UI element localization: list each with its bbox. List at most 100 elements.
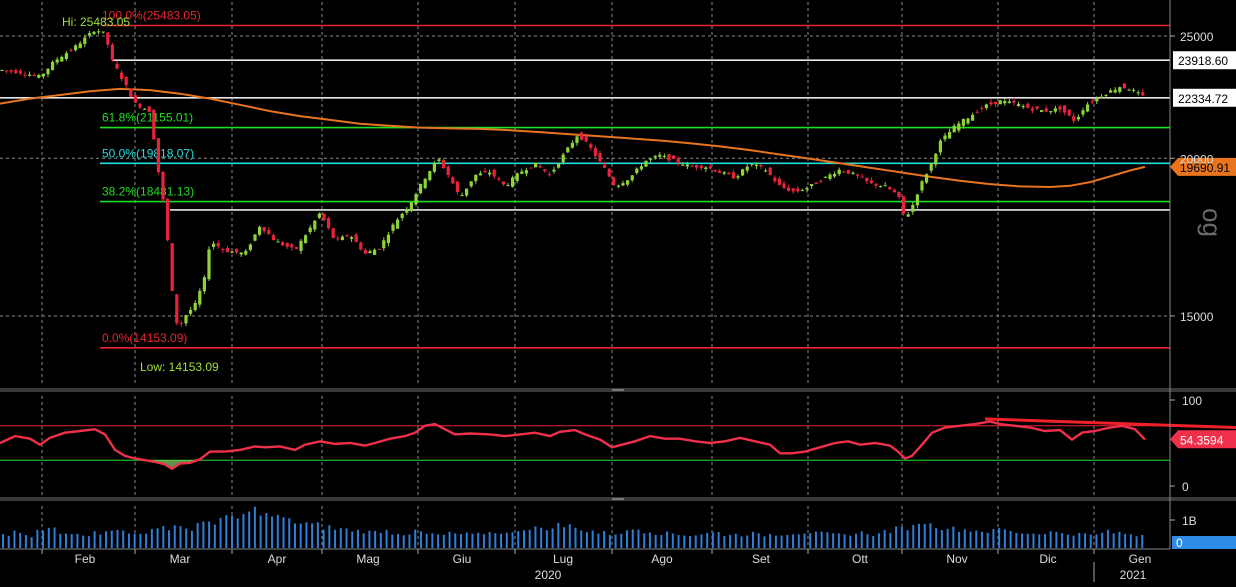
volume-bar: [1049, 531, 1052, 548]
volume-bar: [734, 533, 737, 548]
candle-body: [1012, 100, 1016, 103]
volume-bar: [751, 531, 754, 548]
volume-bar: [580, 530, 583, 548]
candle-body: [681, 164, 685, 166]
candle-body: [768, 167, 772, 175]
volume-bar: [282, 517, 285, 548]
candle-body: [396, 219, 400, 229]
candle-body: [1099, 96, 1103, 98]
grid: [0, 2, 1170, 548]
candle-body: [943, 135, 947, 140]
rsi-y-tick-label: 100: [1182, 394, 1202, 408]
candle-body: [1003, 100, 1007, 104]
volume-bar: [196, 522, 199, 548]
candle-body: [92, 31, 96, 34]
candle-body: [630, 175, 634, 181]
volume-bar: [597, 533, 600, 548]
volume-bar: [889, 532, 892, 548]
volume-bar: [986, 532, 989, 548]
volume-bar: [746, 535, 749, 548]
candle-body: [1026, 103, 1030, 108]
volume-bar: [339, 528, 342, 548]
volume-bar: [24, 535, 27, 548]
volume-bar: [448, 531, 451, 548]
volume-bar: [368, 530, 371, 548]
candle-body: [437, 159, 441, 162]
volume-bar: [385, 529, 388, 548]
candle-body: [359, 242, 363, 250]
volume-bar: [591, 530, 594, 548]
candle-body: [1122, 83, 1126, 89]
candle-body: [460, 195, 464, 197]
candle-body: [570, 142, 574, 148]
candle-body: [478, 173, 482, 176]
volume-bar: [769, 534, 772, 548]
volume-bar: [980, 531, 983, 548]
volume-bar: [940, 530, 943, 548]
volume-bar: [242, 514, 245, 548]
ma-tag-label: 19690.91: [1180, 161, 1230, 175]
candle-body: [658, 154, 662, 157]
volume-bar: [895, 526, 898, 548]
volume-bar: [837, 533, 840, 548]
candle-body: [368, 251, 372, 254]
volume-bar: [706, 532, 709, 548]
volume-bar: [505, 532, 508, 548]
candle-body: [170, 243, 174, 291]
volume-bar: [969, 531, 972, 548]
volume-bar: [82, 535, 85, 548]
candle-body: [897, 191, 901, 198]
candle-body: [731, 172, 735, 179]
candle-body: [386, 234, 390, 244]
candle-body: [285, 243, 289, 247]
candle-body: [138, 103, 142, 108]
candle-body: [787, 187, 791, 191]
candle-body: [1040, 110, 1044, 112]
rsi-y-tick-label: 0: [1182, 480, 1189, 494]
volume-bar: [648, 532, 651, 548]
volume-bar: [740, 536, 743, 548]
candle-body: [520, 171, 524, 174]
volume-bar: [139, 533, 142, 548]
candle-body: [474, 174, 478, 182]
volume-bar: [729, 534, 732, 548]
volume-bar: [935, 528, 938, 548]
candle-body: [216, 243, 220, 247]
candle-body: [575, 136, 579, 143]
volume-bar: [666, 531, 669, 548]
candle-body: [308, 227, 312, 232]
rsi-panel: 54.3594: [0, 417, 1236, 471]
candle-body: [948, 131, 952, 139]
candle-body: [317, 213, 321, 218]
candle-body: [566, 147, 570, 153]
volume-bar: [929, 523, 932, 548]
candle-body: [603, 164, 607, 168]
volume-bar: [442, 534, 445, 548]
volume-bar: [511, 532, 514, 548]
candle-body: [524, 170, 528, 174]
volume-bar: [574, 527, 577, 548]
candle-body: [147, 106, 151, 112]
volume-bar: [311, 523, 314, 548]
volume-bar: [42, 530, 45, 548]
candle-body: [1136, 92, 1140, 94]
candle-body: [957, 123, 961, 131]
volume-bar: [202, 521, 205, 548]
rsi-line: [0, 420, 1146, 471]
volume-bar: [694, 535, 697, 548]
candle-body: [432, 162, 436, 172]
candle-body: [713, 169, 717, 172]
divider-handle: [612, 389, 624, 391]
volume-bar: [70, 534, 73, 548]
candle-body: [1095, 97, 1099, 102]
candle-body: [676, 158, 680, 163]
candle-body: [695, 165, 699, 168]
candle-body: [1113, 89, 1117, 93]
candle-body: [327, 218, 331, 229]
candle-body: [975, 111, 979, 113]
volume-bar: [437, 534, 440, 548]
volume-bar: [1061, 533, 1064, 548]
volume-bar: [105, 531, 108, 548]
volume-bar: [162, 526, 165, 548]
